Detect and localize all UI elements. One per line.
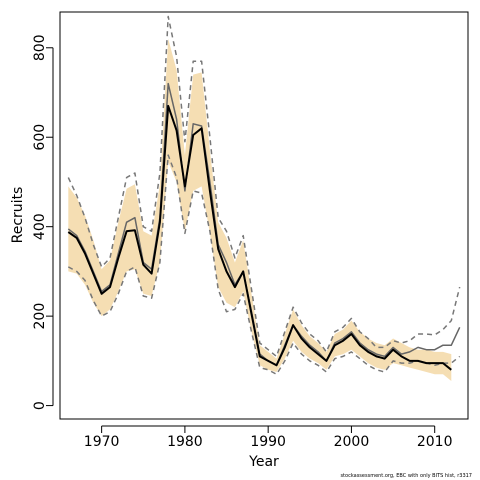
series-line-secondary: [67, 82, 461, 367]
x-tick-label: 2010: [417, 434, 453, 450]
y-tick-label: 0: [32, 401, 48, 410]
y-tick-label: 400: [32, 213, 48, 240]
x-axis: 1970 1980 1990 2000 2010: [84, 425, 453, 450]
y-axis: 0 200 400 600 800: [32, 34, 54, 410]
x-axis-title: Year: [248, 454, 279, 470]
y-axis-title: Recruits: [10, 187, 26, 244]
confidence-band: [68, 38, 452, 382]
y-tick-label: 200: [32, 303, 48, 330]
plot-frame: [59, 11, 469, 420]
series-line-estimate: [67, 104, 452, 371]
series-line-lower-dashed: [67, 154, 461, 376]
plot-layer: [67, 15, 461, 382]
footnote: stockassessment.org, EBC with only BITS …: [340, 473, 472, 479]
x-tick-label: 2000: [334, 434, 370, 450]
y-tick-label: 600: [32, 124, 48, 151]
x-tick-label: 1980: [167, 434, 203, 450]
x-tick-label: 1990: [250, 434, 286, 450]
y-tick-label: 800: [32, 34, 48, 61]
x-tick-label: 1970: [84, 434, 120, 450]
series-line-upper-dashed: [67, 15, 461, 358]
